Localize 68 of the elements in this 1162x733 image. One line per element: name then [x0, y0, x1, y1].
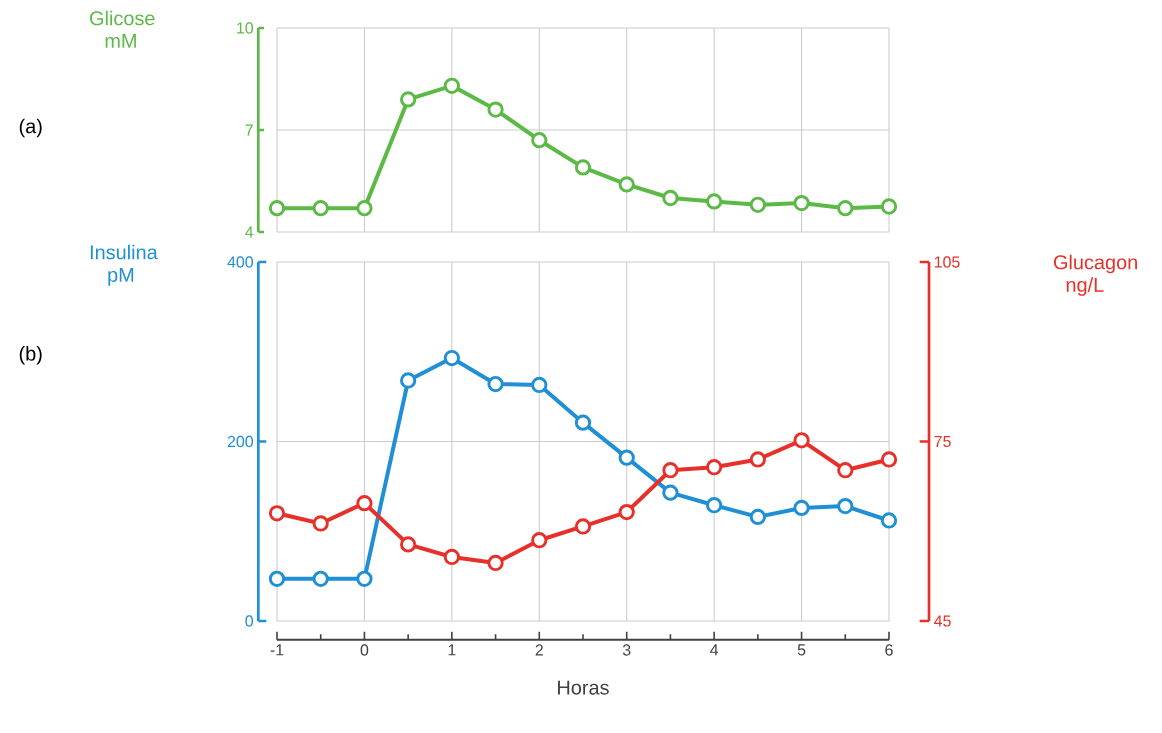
- x-tick-label: 2: [535, 644, 543, 656]
- x-tick-label: 0: [360, 644, 369, 656]
- y2-axis-title: Glucagon ng/L: [1053, 254, 1137, 296]
- x-axis-title: Horas: [558, 680, 609, 695]
- point: [312, 570, 329, 587]
- point: [837, 200, 854, 217]
- point: [837, 497, 854, 515]
- point: [574, 159, 592, 176]
- point: [706, 193, 723, 210]
- y-axis-title: Glicose mM: [90, 10, 155, 48]
- point: [618, 503, 635, 521]
- point: [837, 462, 854, 479]
- point: [618, 176, 635, 193]
- point: [574, 518, 592, 535]
- y-tick-label: 4: [245, 226, 254, 238]
- point: [400, 372, 417, 389]
- point: [356, 494, 373, 512]
- text: (a): [19, 118, 42, 138]
- x-tick-label: 6: [885, 644, 893, 656]
- x-tick-label: 4: [710, 644, 719, 656]
- point: [662, 189, 679, 207]
- point: [268, 200, 286, 217]
- point: [618, 449, 635, 466]
- point: [531, 376, 548, 394]
- point: [356, 570, 373, 587]
- point: [356, 200, 373, 217]
- point: [749, 508, 766, 526]
- text: (b): [19, 346, 42, 365]
- x-tick-label: -1: [270, 644, 284, 656]
- x-tick-label: 1: [448, 644, 456, 656]
- y2-tick-label: 45: [934, 615, 951, 627]
- point: [880, 198, 898, 215]
- y-axis-title: Insulina pM: [90, 244, 158, 286]
- x-tick-label: 5: [797, 644, 806, 656]
- point: [443, 349, 460, 367]
- point: [749, 451, 766, 468]
- point: [400, 536, 417, 553]
- point: [312, 200, 329, 217]
- y-tick-label: 10: [237, 22, 254, 34]
- point: [706, 497, 723, 514]
- y-tick-label: 200: [227, 435, 254, 448]
- point: [706, 459, 723, 476]
- point: [749, 196, 766, 213]
- point: [880, 512, 898, 529]
- point: [531, 532, 548, 549]
- y2-tick-label: 75: [934, 435, 951, 448]
- point: [487, 375, 504, 393]
- point: [531, 132, 548, 149]
- point: [400, 91, 417, 108]
- point: [487, 554, 504, 572]
- point: [268, 505, 286, 522]
- point: [443, 77, 460, 94]
- point: [793, 432, 810, 449]
- y-tick-label: 400: [227, 256, 254, 268]
- point: [662, 462, 679, 479]
- point: [312, 515, 329, 532]
- y2-tick-label: 105: [934, 256, 960, 268]
- point: [793, 194, 810, 212]
- point: [487, 101, 504, 118]
- x-tick-label: 3: [622, 644, 631, 656]
- point: [574, 414, 592, 431]
- point: [662, 484, 679, 501]
- y-tick-label: 7: [245, 124, 253, 136]
- point: [443, 548, 460, 566]
- point: [268, 570, 286, 587]
- point: [793, 499, 810, 517]
- point: [880, 451, 898, 468]
- y-tick-label: 0: [245, 615, 254, 627]
